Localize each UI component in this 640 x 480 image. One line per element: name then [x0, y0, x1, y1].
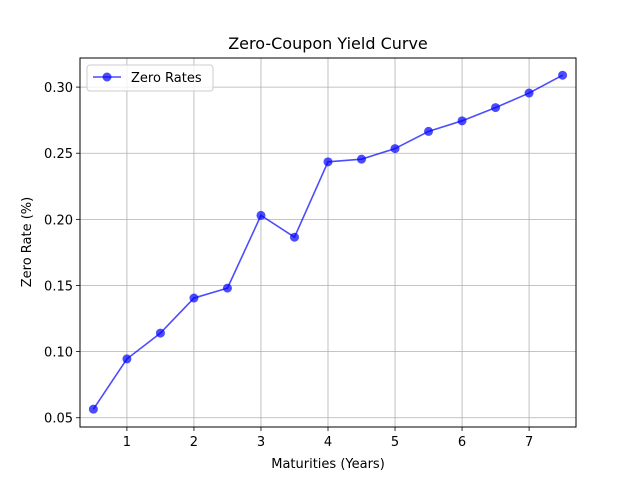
x-axis-title: Maturities (Years) — [271, 457, 385, 472]
x-tick-label: 6 — [458, 435, 466, 450]
data-point — [222, 283, 232, 293]
chart-title: Zero-Coupon Yield Curve — [228, 34, 428, 53]
data-point — [491, 103, 501, 113]
axis-ticks: 1 2 3 4 5 6 7 0.05 0.10 0.15 0.20 0.25 0.30 — [44, 81, 533, 450]
data-point — [155, 328, 165, 338]
series-layer — [88, 70, 568, 414]
legend-label-zero-rates: Zero Rates — [131, 71, 202, 86]
data-point — [457, 116, 467, 126]
data-point — [524, 88, 534, 98]
x-tick-label: 4 — [324, 435, 332, 450]
grid — [80, 58, 576, 427]
data-point — [390, 144, 400, 154]
y-tick-label: 0.30 — [44, 81, 73, 96]
y-tick-label: 0.20 — [44, 213, 73, 228]
data-point — [88, 404, 98, 414]
data-point — [189, 293, 199, 303]
data-point — [357, 154, 367, 164]
data-point — [289, 232, 299, 242]
y-tick-label: 0.05 — [44, 412, 73, 427]
x-tick-label: 3 — [257, 435, 265, 450]
x-tick-label: 5 — [391, 435, 399, 450]
x-tick-label: 1 — [123, 435, 131, 450]
y-tick-label: 0.10 — [44, 346, 73, 361]
legend: Zero Rates — [86, 64, 214, 92]
legend-box — [86, 64, 214, 92]
y-axis-title: Zero Rate (%) — [20, 197, 35, 288]
data-point — [558, 70, 568, 80]
data-point — [122, 354, 132, 364]
data-point — [256, 210, 266, 220]
data-point — [323, 157, 333, 167]
x-tick-label: 2 — [190, 435, 198, 450]
x-tick-label: 7 — [525, 435, 533, 450]
legend-marker-swatch — [102, 72, 112, 82]
data-point — [424, 126, 434, 136]
y-tick-label: 0.25 — [44, 147, 73, 162]
y-tick-label: 0.15 — [44, 279, 73, 294]
